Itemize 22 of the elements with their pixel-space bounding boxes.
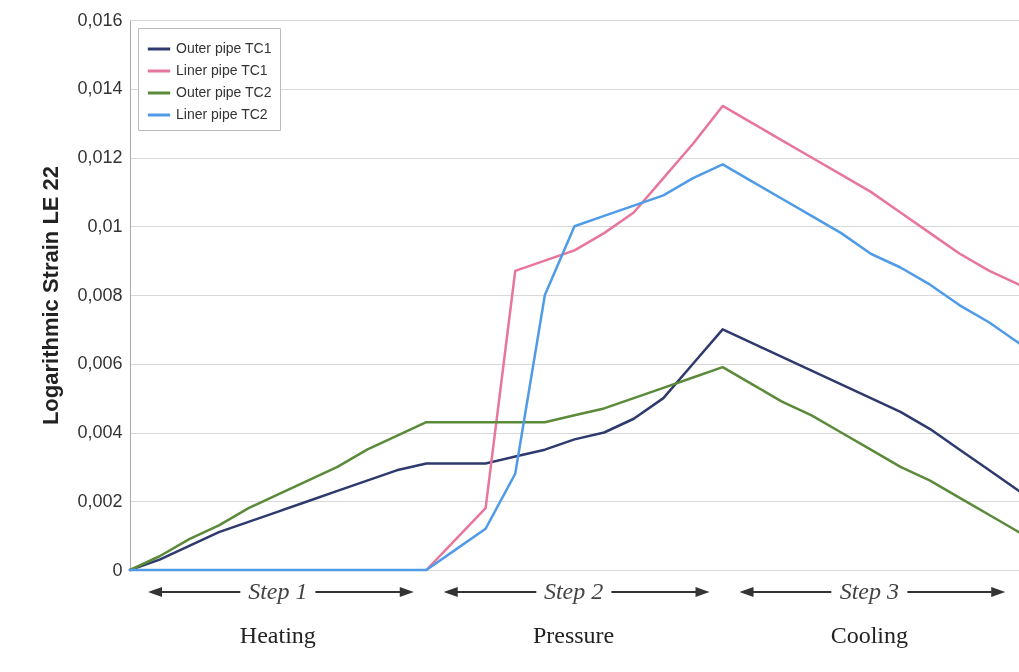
text: Step 2	[535, 578, 612, 605]
y-tick-label: 0,01	[87, 215, 123, 236]
text: Cooling	[830, 622, 909, 649]
legend-label: Liner pipe TC2	[176, 106, 268, 122]
legend-label: Liner pipe TC1	[176, 62, 268, 78]
legend-label: Outer pipe TC1	[176, 40, 272, 56]
legend-label: Outer pipe TC2	[176, 84, 272, 100]
y-tick-label: 0,008	[77, 284, 123, 305]
line-series	[128, 365, 1019, 572]
y-tick-label: 0,014	[77, 78, 123, 99]
text: Pressure	[532, 622, 615, 649]
y-tick-label: 0,012	[77, 147, 123, 167]
y-tick-label: 0,002	[77, 490, 123, 511]
y-tick-label: 0	[112, 559, 123, 580]
line-series	[128, 163, 1019, 572]
text: Heating	[239, 622, 316, 649]
y-tick-label: 0,016	[77, 9, 123, 30]
text: Step 1	[240, 578, 316, 605]
text: Step 3	[831, 578, 908, 605]
y-tick-label: 0,004	[77, 422, 123, 442]
y-tick-label: 0,006	[77, 353, 123, 374]
y-axis-title: Logarithmic Strain LE 22	[38, 165, 64, 426]
